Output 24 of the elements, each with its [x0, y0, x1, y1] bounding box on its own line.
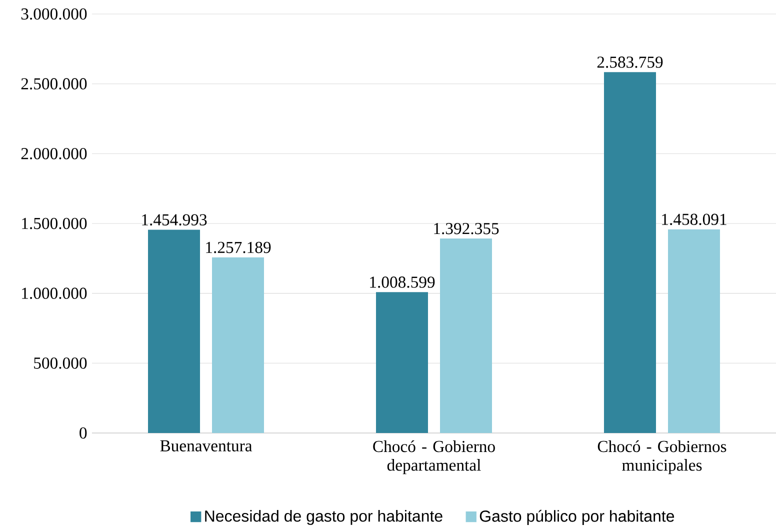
x-tick-label: Chocó - Gobierno departamental [373, 440, 495, 474]
y-tick-label: 1.000.000 [22, 288, 87, 299]
bar [376, 292, 428, 433]
data-label: 1.257.189 [206, 242, 271, 254]
legend-label: Gasto público por habitante [480, 510, 674, 525]
bar [212, 257, 264, 433]
x-tick-label: Buenaventura [160, 440, 252, 452]
data-label: 1.392.355 [434, 222, 499, 234]
y-tick-label: 1.500.000 [22, 218, 87, 230]
y-tick-label: 2.000.000 [21, 148, 87, 160]
bar [604, 72, 656, 433]
bar [440, 238, 492, 433]
y-tick-label: 2.500.000 [21, 78, 87, 90]
x-tick-label: Chocó - Gobiernos municipales [598, 440, 726, 474]
data-label: 1.458.091 [662, 214, 726, 226]
bar [148, 230, 200, 433]
legend-label: Necesidad de gasto por habitante [205, 510, 442, 525]
y-tick-label: 500.000 [34, 358, 87, 369]
y-tick-label: 3.000.000 [21, 8, 87, 20]
data-label: 1.454.993 [142, 214, 207, 226]
bar [668, 229, 720, 433]
data-label: 1.008.599 [370, 276, 435, 288]
data-label: 2.583.759 [597, 56, 663, 68]
y-tick-label: 0 [80, 427, 87, 439]
